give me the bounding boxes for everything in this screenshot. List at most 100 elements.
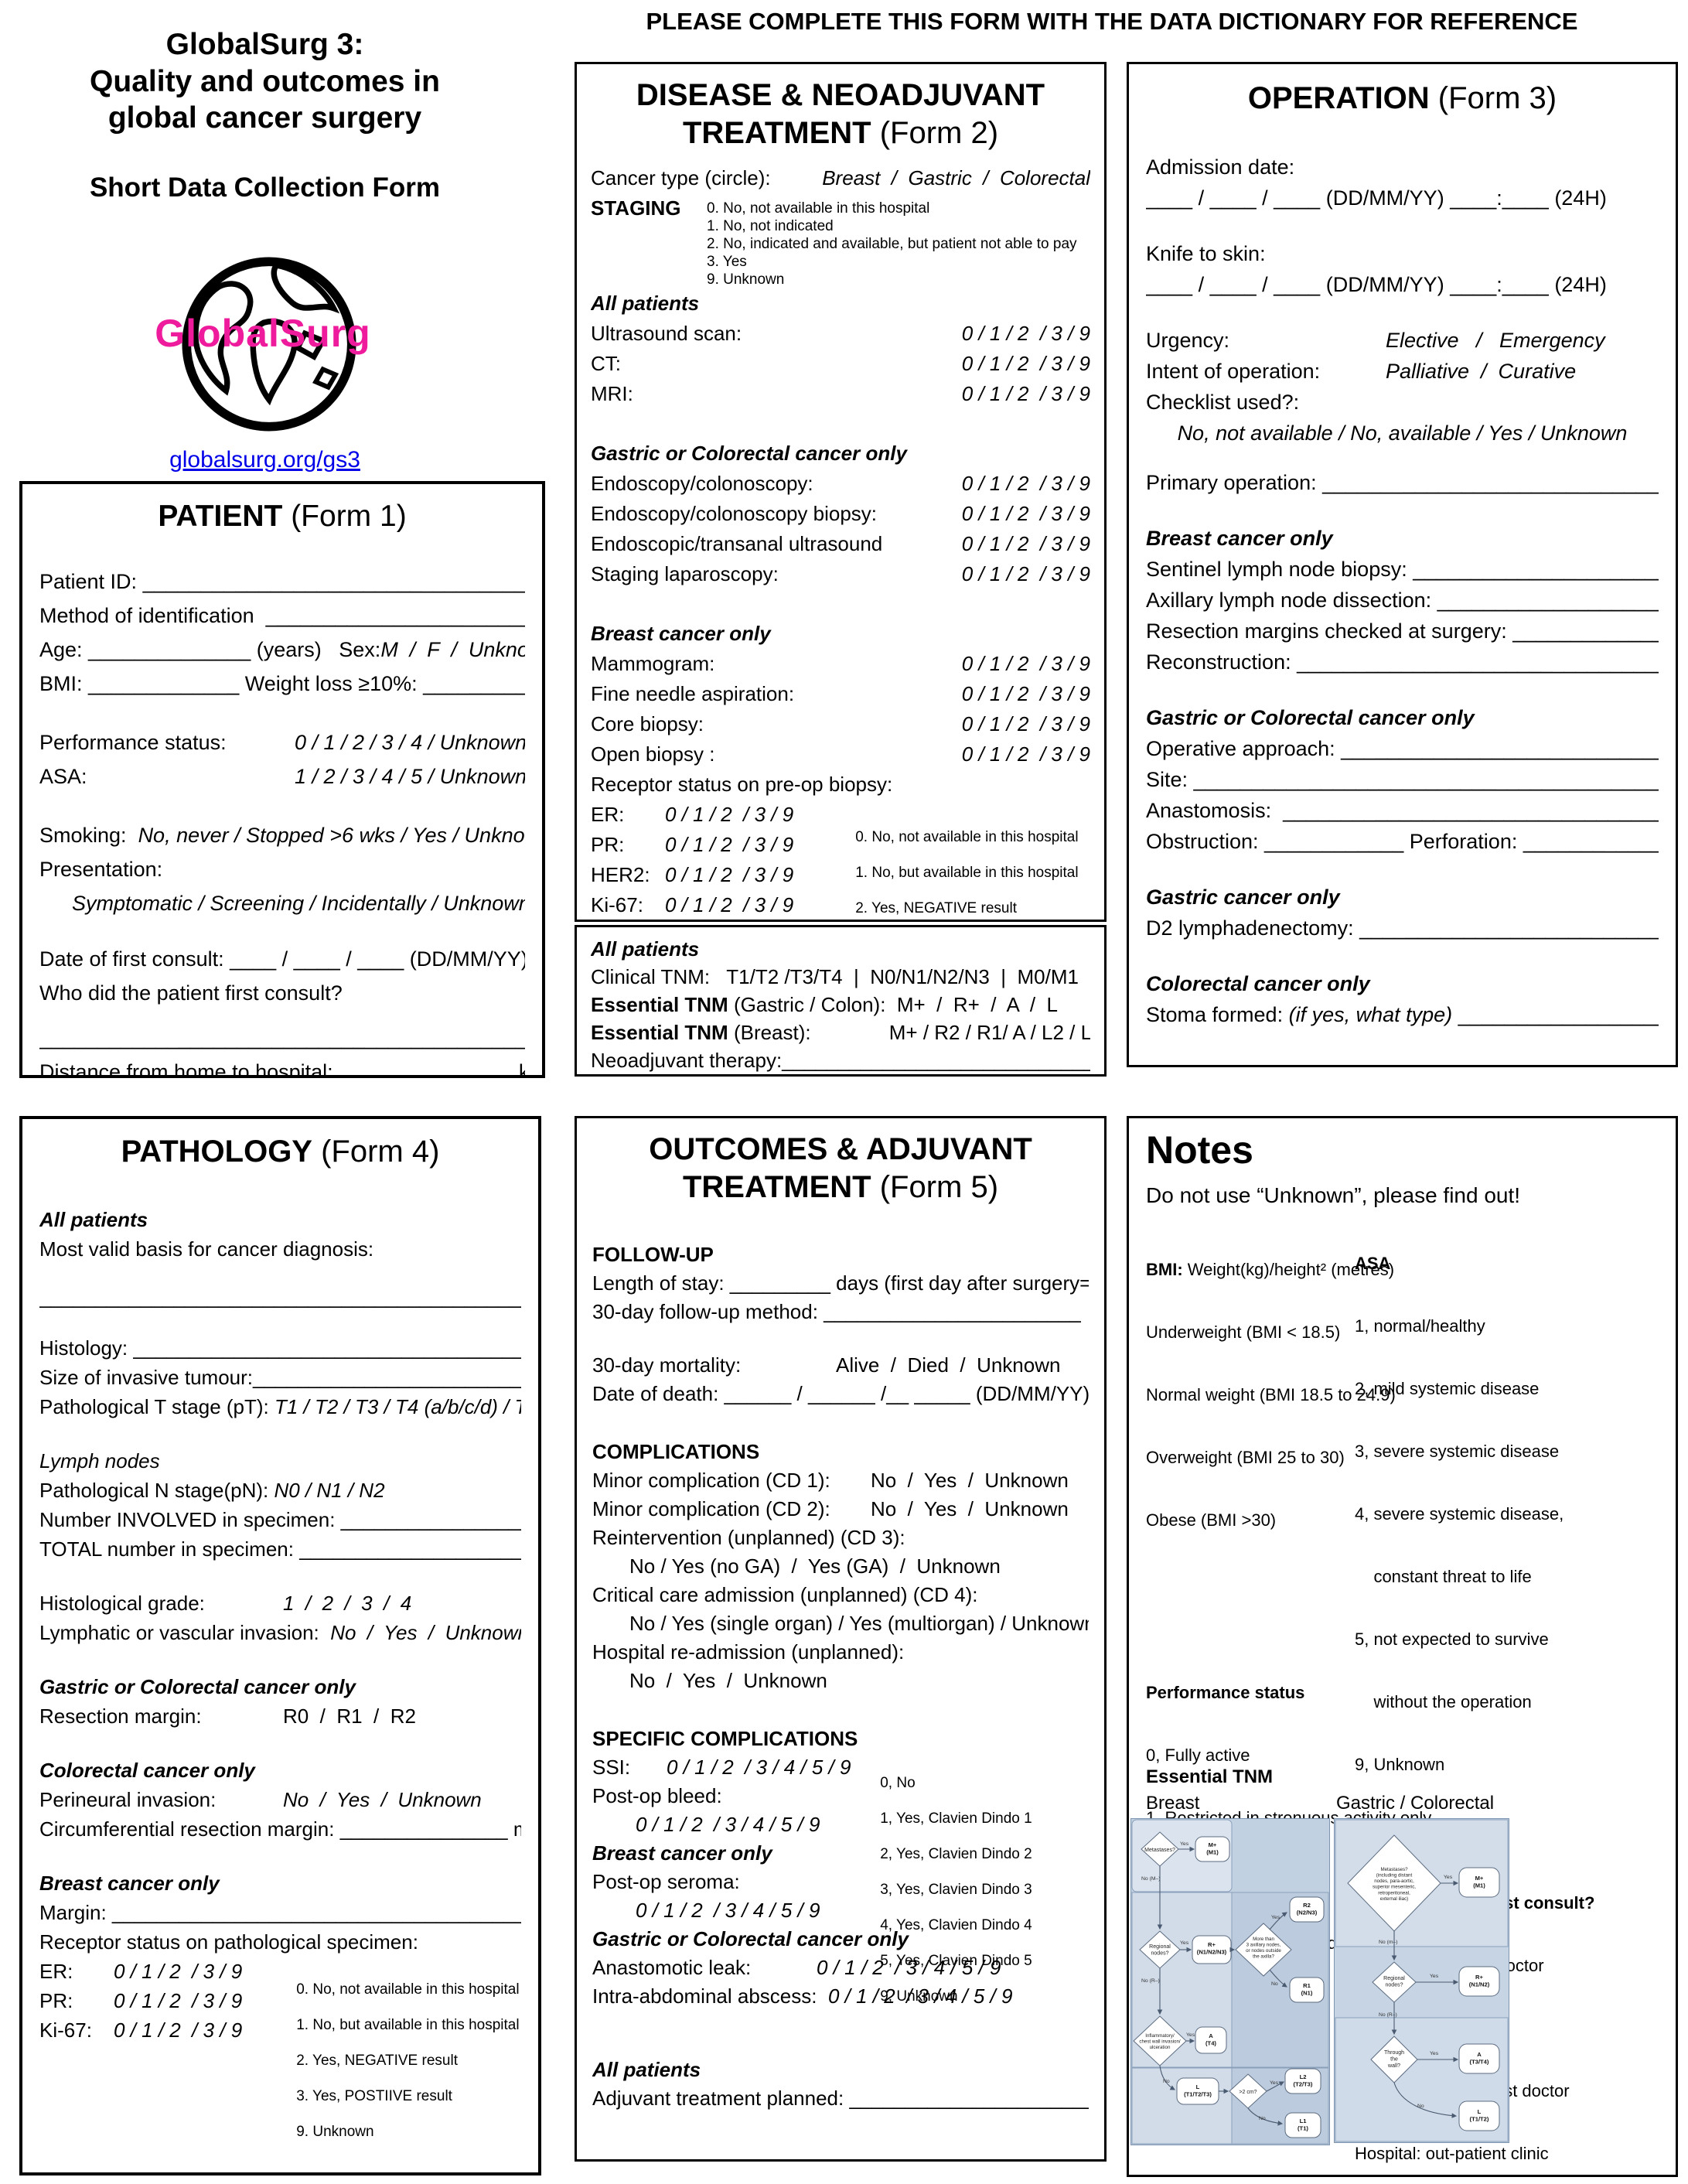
legend-line: 2. No, indicated and available, but pati…: [707, 235, 1077, 252]
field-options: 0 / 1 / 2 / 3 / 4 / 5 / 9: [827, 1984, 1013, 2008]
note-line: 1, normal/healthy: [1355, 1316, 1485, 1336]
ultrasound-field: Ultrasound scan: 0 / 1 / 2 / 3 / 9: [591, 319, 1090, 349]
gastric-heading: Gastric cancer only: [1146, 885, 1340, 909]
breast-heading: Breast cancer only: [39, 1871, 220, 1895]
form2-title: DISEASE & NEOADJUVANT TREATMENT (Form 2): [591, 77, 1090, 152]
axillary-field: Axillary lymph node dissection: ________…: [1146, 588, 1659, 612]
study-header: GlobalSurg 3: Quality and outcomes in gl…: [54, 26, 476, 203]
urgency-options: Elective / Emergency: [1386, 328, 1605, 352]
spacer: [1146, 118, 1659, 152]
spacer: [39, 1010, 525, 1021]
legend-line: 1. No, not indicated: [707, 217, 834, 234]
patient-id-field: Patient ID: ____________________________…: [39, 569, 525, 593]
primary-operation-field: Primary operation: _____________________…: [1146, 470, 1659, 494]
spacer: [39, 1647, 521, 1672]
svg-text:Yes: Yes: [1430, 2051, 1439, 2056]
note-line: 2, mild systemic disease: [1355, 1379, 1540, 1398]
field-label: Endoscopy/colonoscopy:: [591, 471, 813, 495]
breast-chart-caption: Breast: [1146, 1793, 1200, 1814]
svg-text:Yes: Yes: [1444, 1875, 1453, 1880]
form4-title-number: (Form 4): [312, 1135, 440, 1169]
svg-text:A(T4): A (T4): [1205, 2032, 1216, 2046]
first-consult-field: Date of first consult: ____ / ____ / ___…: [39, 947, 525, 971]
performance-status-field: Performance status: 0 / 1 / 2 / 3 / 4 / U…: [39, 725, 525, 759]
note-line: without the operation: [1355, 1692, 1532, 1711]
receptor-heading: Receptor status on pre-op biopsy:: [591, 772, 893, 796]
field-options: No / Yes / Unknown: [871, 1468, 1069, 1492]
study-title-line3: global cancer surgery: [107, 101, 422, 135]
field-label: SSI:: [592, 1755, 631, 1779]
pt-stage-field: Pathological T stage (pT): T1 / T2 / T3 …: [39, 1392, 521, 1421]
gastric-colorectal-tnm-flowchart: Metastases? (including distant nodes, para…: [1334, 1818, 1509, 2143]
breast-heading: Breast cancer only: [1146, 526, 1333, 550]
age-label: Age: ______________ (years) Sex:: [39, 637, 381, 661]
open-biopsy-field: Open biopsy : 0 / 1 / 2 / 3 / 9: [591, 739, 1090, 770]
form2-title-number: (Form 2): [871, 115, 999, 150]
form3-title-number: (Form 3): [1429, 81, 1557, 115]
performance-note-heading: Performance status: [1146, 1683, 1305, 1702]
field-options: 0 / 1 / 2 / 3 / 9: [961, 471, 1090, 495]
urgency-label: Urgency:: [1146, 328, 1230, 352]
checklist-options: No, not available / No, available / Yes …: [1177, 421, 1628, 445]
svg-text:Yes: Yes: [1180, 1841, 1189, 1847]
field-label: Histological grade:: [39, 1591, 205, 1615]
er-field: ER: 0 / 1 / 2 / 3 / 9: [39, 1957, 264, 1986]
field-options: 0 / 1 / 2 / 3 / 9: [665, 892, 794, 916]
ssi-field: SSI: 0 / 1 / 2 / 3 / 4 / 5 / 9: [592, 1753, 1089, 1782]
notes-box: Notes Do not use “Unknown”, please find …: [1127, 1116, 1678, 2177]
tumour-size-field: Size of invasive tumour:________________…: [39, 1365, 521, 1389]
field-options: 0 / 1 / 2 / 3 / 4 / 5 / 9: [667, 1755, 851, 1779]
sentinel-field: Sentinel lymph node biopsy: ____________…: [1146, 557, 1659, 581]
svg-text:Yes: Yes: [1180, 1940, 1189, 1946]
bmi-note-heading: BMI: Weight(kg)/height² (metres): [1146, 1259, 1517, 1280]
spacer: [592, 1326, 1089, 1351]
stoma-field: Stoma formed: (if yes, what type) ______…: [1146, 999, 1659, 1030]
field-options: 0 / 1 / 2 / 3 / 9: [961, 561, 1090, 585]
abscess-field: Intra-abdominal abscess: 0 / 1 / 2 / 3 /…: [592, 1982, 1089, 2011]
reconstruction-field: Reconstruction: ________________________…: [1146, 650, 1659, 674]
field-options: 0 / 1 / 2 / 3 / 9: [961, 351, 1090, 375]
field-label: Essential TNM: [591, 993, 728, 1016]
form3-title: OPERATION (Form 3): [1146, 80, 1659, 118]
spacer: [39, 1564, 521, 1589]
staging-legend: 0. No, not available in this hospital 1. …: [707, 193, 1077, 288]
study-title-line1: GlobalSurg 3:: [165, 28, 364, 61]
adjuvant-field: Adjuvant treatment planned: ____________…: [592, 2086, 1089, 2110]
all-patients-heading: All patients: [39, 1207, 148, 1231]
breast-heading: Breast cancer only: [592, 1841, 772, 1865]
legend-line: 1, Yes, Clavien Dindo 1: [880, 1810, 1032, 1827]
legend-line: 3. Yes: [707, 253, 747, 270]
lymph-nodes-heading: Lymph nodes: [39, 1449, 160, 1472]
field-options: No / Yes / Unknown: [283, 1787, 482, 1811]
endoscopy-field: Endoscopy/colonoscopy: 0 / 1 / 2 / 3 / 9: [591, 469, 1090, 499]
svg-text:No (M–): No (M–): [1141, 1876, 1161, 1882]
basis-blank: ________________________________________…: [39, 1285, 521, 1309]
svg-text:Yes: Yes: [1270, 2080, 1279, 2086]
form5-title: OUTCOMES & ADJUVANT TREATMENT (Form 5): [592, 1131, 1089, 1206]
asa-options: 1 / 2 / 3 / 4 / 5 / Unknown: [295, 764, 525, 788]
perineural-field: Perineural invasion: No / Yes / Unknown: [39, 1785, 521, 1814]
asa-label: ASA:: [39, 764, 87, 788]
anastomosis-field: Anastomosis: ___________________________…: [1146, 798, 1659, 822]
note-line: Underweight (BMI < 18.5): [1146, 1322, 1341, 1342]
field-options: M+ / R2 / R1/ A / L2 / L1: [888, 1021, 1090, 1044]
field-label: Minor complication (CD 2):: [592, 1496, 830, 1520]
field-label: CT:: [591, 351, 621, 375]
receptor-legend: 0. No, not available in this hospital 1.…: [823, 800, 1078, 920]
spacer: [39, 1312, 521, 1333]
spacer: [1146, 944, 1659, 968]
field-options: 0 / 1 / 2 / 3 / 9: [961, 531, 1090, 555]
legend-line: 9. Unknown: [707, 271, 785, 288]
breast-heading: Breast cancer only: [591, 621, 771, 645]
study-title-line2: Quality and outcomes in: [90, 64, 440, 98]
critical-care-options: No / Yes (single organ) / Yes (multiorga…: [629, 1611, 1089, 1635]
smoking-label: Smoking:: [39, 823, 138, 847]
legend-line: 3, Yes, Clavien Dindo 3: [880, 1881, 1032, 1898]
essential-tnm-gastric-field: Essential TNM (Gastric / Colon): M+ / R+…: [591, 991, 1090, 1019]
field-options: 0 / 1 / 2 / 3 / 9: [961, 742, 1090, 766]
website-link[interactable]: globalsurg.org/gs3: [169, 447, 360, 473]
gastric-colorectal-heading: Gastric or Colorectal cancer only: [1146, 705, 1475, 729]
